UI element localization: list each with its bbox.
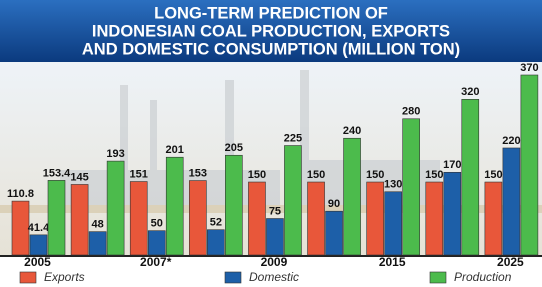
value-label: 193	[106, 148, 124, 160]
chart-title: AND DOMESTIC CONSUMPTION (MILLION TON)	[82, 40, 460, 58]
legend-marker	[20, 272, 36, 283]
value-label: 110.8	[7, 188, 34, 200]
x-tick-label: 2015	[379, 255, 406, 269]
bar	[403, 119, 420, 255]
bar	[189, 181, 206, 255]
bar	[284, 146, 301, 255]
value-label: 75	[269, 205, 281, 217]
bar	[485, 182, 502, 255]
chart: LONG-TERM PREDICTION OF INDONESIAN COAL …	[0, 0, 542, 287]
bar	[207, 230, 224, 255]
value-label: 205	[225, 142, 243, 154]
bar	[166, 157, 183, 255]
bar	[148, 231, 165, 255]
bar	[89, 232, 106, 255]
bar	[225, 155, 242, 255]
legend-marker	[225, 272, 241, 283]
value-label: 220	[502, 135, 520, 147]
value-label: 50	[151, 218, 163, 230]
value-label: 150	[366, 169, 384, 181]
value-label: 150	[307, 169, 325, 181]
bar	[426, 182, 443, 255]
x-tick-label: 2025	[497, 255, 524, 269]
value-label: 150	[248, 169, 266, 181]
chart-title: INDONESIAN COAL PRODUCTION, EXPORTS	[92, 22, 450, 40]
bar	[248, 182, 265, 255]
bar	[444, 172, 461, 255]
legend-label: Domestic	[249, 270, 299, 284]
chart-title: LONG-TERM PREDICTION OF	[154, 4, 388, 22]
value-label: 150	[484, 169, 502, 181]
value-label: 150	[425, 169, 443, 181]
value-label: 48	[91, 219, 103, 231]
value-label: 52	[210, 217, 222, 229]
value-label: 151	[130, 168, 148, 180]
legend-label: Exports	[44, 270, 85, 284]
value-label: 170	[443, 159, 461, 171]
x-tick-label: 2009	[261, 255, 288, 269]
bar	[326, 211, 343, 255]
legend-label: Production	[454, 270, 512, 284]
bar	[344, 138, 361, 255]
value-label: 370	[520, 62, 538, 74]
value-label: 130	[384, 179, 402, 191]
value-label: 240	[343, 125, 361, 137]
value-label: 153.4	[43, 167, 71, 179]
bar	[30, 235, 47, 255]
bar	[521, 75, 538, 255]
x-tick-label: 2005	[24, 255, 51, 269]
value-label: 201	[166, 144, 184, 156]
value-label: 225	[284, 132, 302, 144]
bar	[385, 192, 402, 255]
value-label: 41.4	[28, 222, 50, 234]
bar	[48, 180, 65, 255]
value-label: 90	[328, 198, 340, 210]
value-label: 153	[189, 167, 207, 179]
value-label: 320	[461, 86, 479, 98]
value-label: 145	[70, 171, 88, 183]
value-label: 280	[402, 106, 420, 118]
x-tick-label: 2007*	[140, 255, 172, 269]
legend-marker	[430, 272, 446, 283]
bar	[12, 201, 29, 255]
bar	[367, 182, 384, 255]
bar	[462, 99, 479, 255]
bar	[107, 161, 124, 255]
bar	[266, 219, 283, 255]
bar	[71, 184, 88, 255]
bar	[130, 182, 147, 255]
bar	[308, 182, 325, 255]
bar	[503, 148, 520, 255]
